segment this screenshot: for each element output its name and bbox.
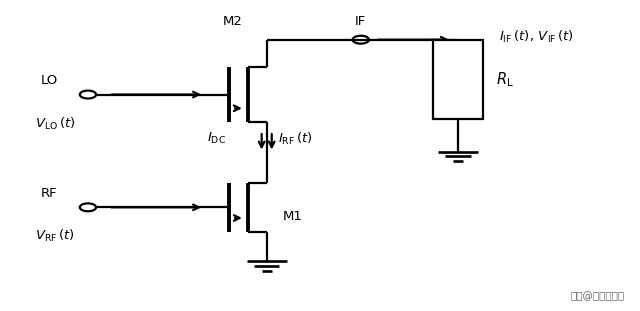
- Text: RF: RF: [41, 187, 58, 200]
- Text: $I_{\rm RF}\,(t)$: $I_{\rm RF}\,(t)$: [278, 131, 312, 147]
- Text: LO: LO: [41, 74, 58, 87]
- Text: M2: M2: [222, 15, 242, 28]
- Text: $I_{\rm DC}$: $I_{\rm DC}$: [207, 131, 226, 146]
- Bar: [433, 40, 483, 119]
- Text: $V_{\rm RF}\,(t)$: $V_{\rm RF}\,(t)$: [35, 228, 74, 244]
- Text: 头条@万物云联网: 头条@万物云联网: [570, 291, 624, 301]
- Text: M1: M1: [282, 210, 302, 223]
- Text: IF: IF: [355, 15, 366, 28]
- Text: $I_{\rm IF}\,(t),\,V_{\rm IF}\,(t)$: $I_{\rm IF}\,(t),\,V_{\rm IF}\,(t)$: [499, 29, 573, 45]
- Text: $V_{\rm LO}\,(t)$: $V_{\rm LO}\,(t)$: [35, 115, 75, 132]
- Text: $R_{\rm L}$: $R_{\rm L}$: [495, 70, 513, 89]
